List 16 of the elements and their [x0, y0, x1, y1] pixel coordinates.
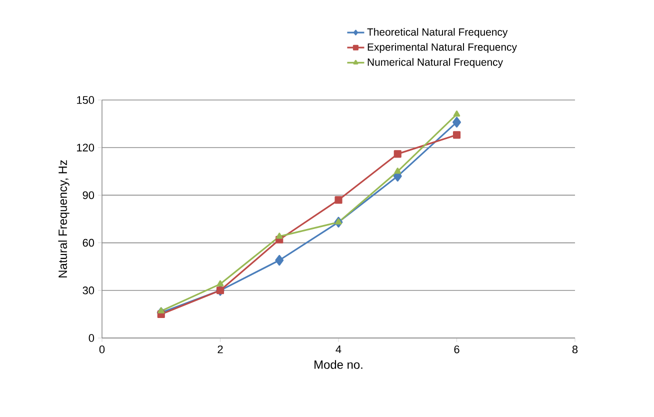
- x-axis-title: Mode no.: [314, 360, 362, 369]
- legend-label: Theoretical Natural Frequency: [367, 28, 508, 38]
- x-tick-label: 2: [218, 346, 223, 354]
- x-tick-label: 8: [572, 346, 578, 354]
- x-tick-label: 0: [99, 346, 105, 354]
- x-tick-label: 4: [336, 346, 342, 354]
- x-tick-label: 6: [454, 346, 460, 354]
- legend-label: Numerical Natural Frequency: [368, 58, 503, 68]
- y-tick-label: 90: [82, 191, 94, 200]
- y-axis-title: Natural Frequency, Hz: [58, 160, 70, 278]
- legend-label: Experimental Natural Frequency: [368, 43, 517, 53]
- y-tick-label: 0: [88, 334, 94, 342]
- y-tick-label: 120: [77, 144, 94, 152]
- y-tick-label: 30: [82, 286, 94, 294]
- y-tick-label: 150: [77, 96, 94, 104]
- y-tick-label: 60: [82, 238, 94, 247]
